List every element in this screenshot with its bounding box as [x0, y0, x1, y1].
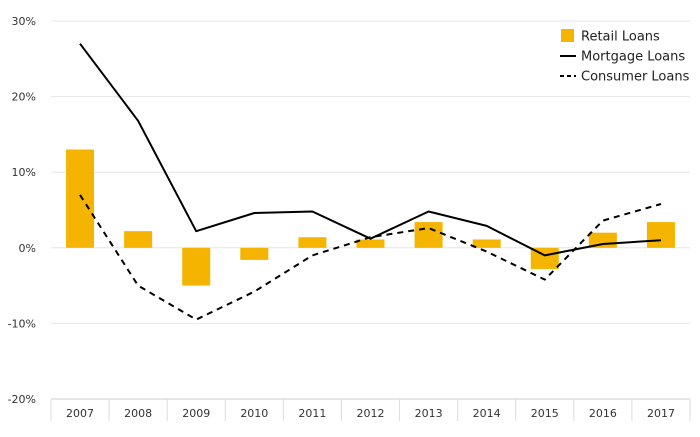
mortgage-loans-line: [79, 43, 662, 257]
x-axis-tick-labels: 2007 2008 2009 2010 2011 2012 2013 2014 2015 2016…: [66, 407, 675, 420]
retail-loans-bar: [356, 239, 385, 248]
retail-loans-bar: [298, 237, 327, 248]
y-tick-label: -10%: [8, 317, 36, 330]
legend-label: Mortgage Loans: [581, 50, 685, 65]
consumer-loans-line: [79, 194, 662, 321]
x-tick-label: 2009: [182, 407, 210, 420]
legend: Retail Loans Mortgage Loans Consumer Loans: [560, 29, 690, 85]
retail-loans-bars: [66, 149, 675, 286]
retail-loans-bar: [646, 222, 675, 248]
retail-loans-bar: [66, 149, 95, 248]
x-tick-label: 2008: [124, 407, 152, 420]
legend-label: Consumer Loans: [581, 70, 690, 85]
x-tick-label: 2010: [240, 407, 268, 420]
x-tick-label: 2014: [473, 407, 501, 420]
y-tick-label: 20%: [12, 91, 36, 104]
y-tick-label: -20%: [8, 393, 36, 406]
line-series: [79, 43, 662, 321]
retail-loans-bar: [472, 239, 501, 248]
y-tick-label: 30%: [12, 15, 36, 28]
retail-loans-bar: [124, 231, 153, 248]
x-tick-label: 2016: [589, 407, 617, 420]
x-tick-label: 2017: [647, 407, 675, 420]
y-axis-tick-labels: -20% -10% 0% 10% 20% 30%: [8, 15, 36, 406]
legend-label: Retail Loans: [581, 30, 660, 45]
y-tick-label: 0%: [19, 242, 36, 255]
x-tick-label: 2015: [531, 407, 559, 420]
retail-loans-bar: [182, 247, 211, 286]
x-tick-label: 2012: [357, 407, 385, 420]
y-tick-label: 10%: [12, 166, 36, 179]
x-tick-label: 2007: [66, 407, 94, 420]
x-tick-label: 2013: [415, 407, 443, 420]
x-tick-label: 2011: [298, 407, 326, 420]
legend-swatch-retail-loans: [561, 29, 574, 42]
x-axis: [50, 398, 691, 421]
retail-loans-bar: [240, 247, 269, 260]
retail-loans-bar: [414, 222, 443, 248]
